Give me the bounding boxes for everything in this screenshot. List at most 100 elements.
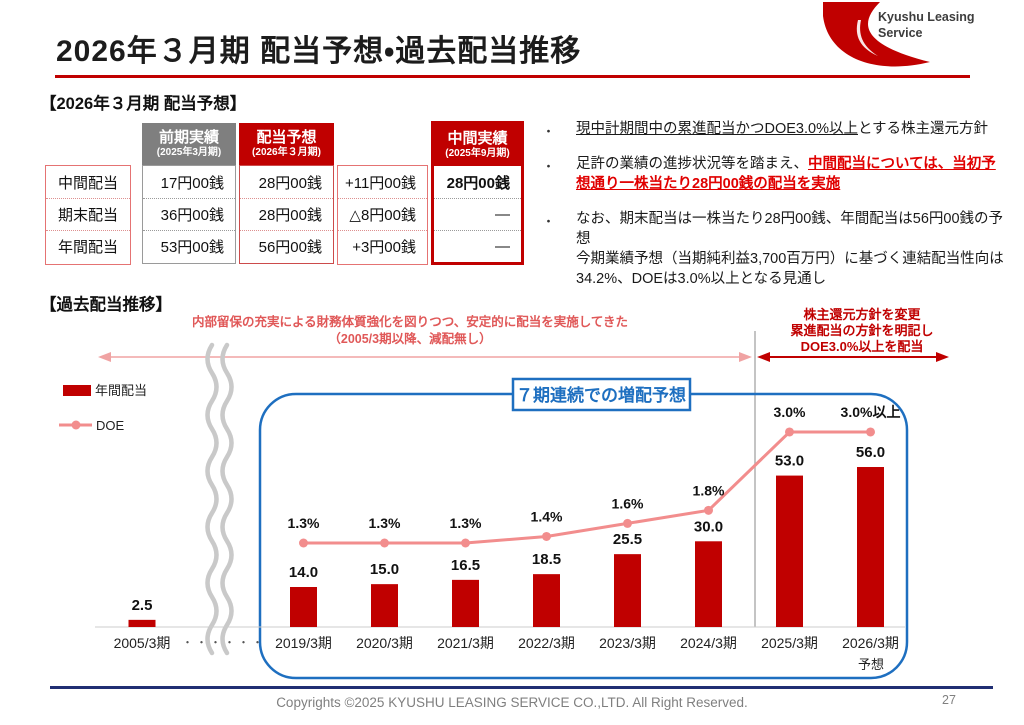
bar-value-2025/3期: 53.0 <box>775 453 804 470</box>
logo-text: Kyushu Leasing Service <box>878 10 975 41</box>
table-cell: 53円00銭 <box>143 230 235 262</box>
table-cell: ― <box>434 230 521 262</box>
table-cell: △8円00銭 <box>338 198 427 230</box>
doe-point-2020/3期 <box>380 538 389 548</box>
x-label-2023/3期: 2023/3期 <box>599 635 656 651</box>
x-label-2022/3期: 2022/3期 <box>518 635 575 651</box>
doe-value-2019/3期: 1.3% <box>288 515 320 531</box>
forecast-values: 28円00銭 28円00銭 56円00銭 <box>239 165 334 264</box>
bar-2005/3期 <box>128 619 156 627</box>
table-cell: 28円00銭 <box>258 174 322 192</box>
axis-break-icon <box>205 342 234 656</box>
doe-value-2024/3期: 1.8% <box>693 482 725 498</box>
table-col-row-labels: 中間配当 期末配当 年間配当 <box>45 165 131 265</box>
footer-divider <box>50 686 993 689</box>
forecast-bullets: ・ 現中計期間中の累進配当かつDOE3.0%以上とする株主還元方針 ・ 足許の業… <box>542 119 1006 304</box>
policy-change-arrow <box>757 352 949 362</box>
x-label-2005/3期: 2005/3期 <box>114 635 171 651</box>
bar-2024/3期 <box>695 541 722 627</box>
header-interim-title: 中間実績 <box>447 130 508 148</box>
gap-dots: ・・・・・・ <box>182 637 266 649</box>
doe-value-2026/3期: 3.0%以上 <box>841 404 901 420</box>
table-cell: 56円00銭 <box>240 230 333 262</box>
header-prev-sub: (2025年3月期) <box>156 146 222 158</box>
bullet2-plain: 足許の業績の進捗状況等を踏まえ、 <box>576 156 808 172</box>
table-cell: +3円00銭 <box>338 230 427 262</box>
forecast-year-label: 予想 <box>858 657 884 672</box>
bullet-marker: ・ <box>542 124 556 139</box>
bar-value-2019/3期: 14.0 <box>289 564 318 581</box>
header-prev: 前期実績 (2025年3月期) <box>142 123 236 165</box>
legend: 年間配当 DOE <box>59 383 147 433</box>
header-forecast-title: 配当予想 <box>256 129 317 147</box>
header-interim-sub: (2025年9月期) <box>445 147 510 159</box>
header-forecast-sub: (2026年３月期) <box>252 146 321 158</box>
chart-series: 2.5 2005/3期 14.0 2019/3期 15.0 2020/3期 16.5 2021… <box>114 404 901 651</box>
doe-value-2021/3期: 1.3% <box>450 515 482 531</box>
logo-swoosh-icon <box>823 2 930 67</box>
row-label-interim: 中間配当 <box>57 174 118 192</box>
header-forecast: 配当予想 (2026年３月期) <box>239 123 334 165</box>
left-note-line1: 内部留保の充実による財務体質強化を図りつつ、安定的に配当を実施してきた <box>192 314 628 329</box>
logo-line1: Kyushu Leasing <box>878 10 975 24</box>
page-title: 2026年３月期 配当予想・過去配当推移 <box>56 35 582 68</box>
prev-values: 17円00銭 36円00銭 53円00銭 <box>142 165 236 264</box>
x-label-2024/3期: 2024/3期 <box>680 635 737 651</box>
bar-value-2020/3期: 15.0 <box>370 561 399 578</box>
x-label-2019/3期: 2019/3期 <box>275 635 332 651</box>
header-interim: 中間実績 (2025年9月期) <box>434 124 521 166</box>
right-note-line3: DOE3.0%以上を配当 <box>801 339 924 354</box>
bullet-item: ・ 足許の業績の進捗状況等を踏まえ、中間配当については、当初予想通り一株当たり2… <box>542 154 1006 195</box>
doe-value-2022/3期: 1.4% <box>531 508 563 524</box>
bar-value-2024/3期: 30.0 <box>694 518 723 535</box>
bar-2026/3期 <box>857 467 884 627</box>
bar-2021/3期 <box>452 579 479 627</box>
x-label-2026/3期: 2026/3期 <box>842 635 899 651</box>
highlight-box: ７期連続での増配予想 <box>511 377 692 412</box>
bar-2023/3期 <box>614 554 641 627</box>
table-col-forecast: 配当予想 (2026年３月期) 28円00銭 28円00銭 56円00銭 <box>239 123 334 264</box>
bar-value-2023/3期: 25.5 <box>613 531 642 548</box>
left-note-line2: （2005/3期以降、減配無し） <box>328 331 491 346</box>
title-underline <box>55 75 970 78</box>
legend-line-marker <box>71 420 81 430</box>
bar-value-2021/3期: 16.5 <box>451 557 480 574</box>
bullet-marker: ・ <box>542 213 556 229</box>
bullet-text: なお、期末配当は一株当たり28円00銭、年間配当は56円00銭の予想 今期業績予… <box>576 209 1006 290</box>
bullet-text: 足許の業績の進捗状況等を踏まえ、中間配当については、当初予想通り一株当たり28円… <box>576 154 1006 195</box>
x-label-2025/3期: 2025/3期 <box>761 635 818 651</box>
bullet1-underlined: 現中計期間中の累進配当かつDOE3.0%以上 <box>576 121 858 137</box>
right-note-line1: 株主還元方針を変更 <box>803 307 921 322</box>
doe-point-2019/3期 <box>299 538 308 548</box>
logo-mark <box>820 2 935 72</box>
row-label-yearend: 期末配当 <box>46 198 130 230</box>
bar-2019/3期 <box>290 587 317 627</box>
table-col-interim: 中間実績 (2025年9月期) 28円00銭 ― ― <box>431 121 524 265</box>
doe-value-2020/3期: 1.3% <box>369 515 401 531</box>
header-prev-title: 前期実績 <box>158 129 219 147</box>
table-col-diff: +11円00銭 △8円00銭 +3円00銭 <box>337 165 428 265</box>
bullet3-line2: 今期業績予想（当期純利益3,700百万円）に基づく連結配当性向は34.2%、DO… <box>576 251 1004 288</box>
table-cell: 28円00銭 <box>446 174 510 192</box>
highlight-box-label: ７期連続での増配予想 <box>516 385 686 405</box>
bar-value-2022/3期: 18.5 <box>532 551 561 568</box>
table-cell: ― <box>434 198 521 230</box>
doe-point-2022/3期 <box>542 531 551 541</box>
doe-value-2023/3期: 1.6% <box>612 495 644 511</box>
footer-copyright: Copyrights ©2025 KYUSHU LEASING SERVICE … <box>276 695 748 710</box>
doe-point-2023/3期 <box>623 518 632 528</box>
bullet-item: ・ 現中計期間中の累進配当かつDOE3.0%以上とする株主還元方針 <box>542 119 1006 140</box>
doe-point-2026/3期 <box>866 427 875 437</box>
forecast-heading: 【2026年３月期 配当予想】 <box>40 95 247 113</box>
legend-bar-swatch <box>63 385 91 396</box>
table-cell: 28円00銭 <box>240 198 333 230</box>
doe-line <box>303 430 871 545</box>
bullet-text: 現中計期間中の累進配当かつDOE3.0%以上とする株主還元方針 <box>576 119 988 140</box>
table-cell: 36円00銭 <box>143 198 235 230</box>
bullet-marker: ・ <box>542 159 556 174</box>
doe-point-2024/3期 <box>704 505 713 515</box>
logo-line2: Service <box>878 25 923 40</box>
legend-line-label: DOE <box>96 418 125 433</box>
bar-2025/3期 <box>776 475 803 627</box>
bar-2020/3期 <box>371 584 398 627</box>
